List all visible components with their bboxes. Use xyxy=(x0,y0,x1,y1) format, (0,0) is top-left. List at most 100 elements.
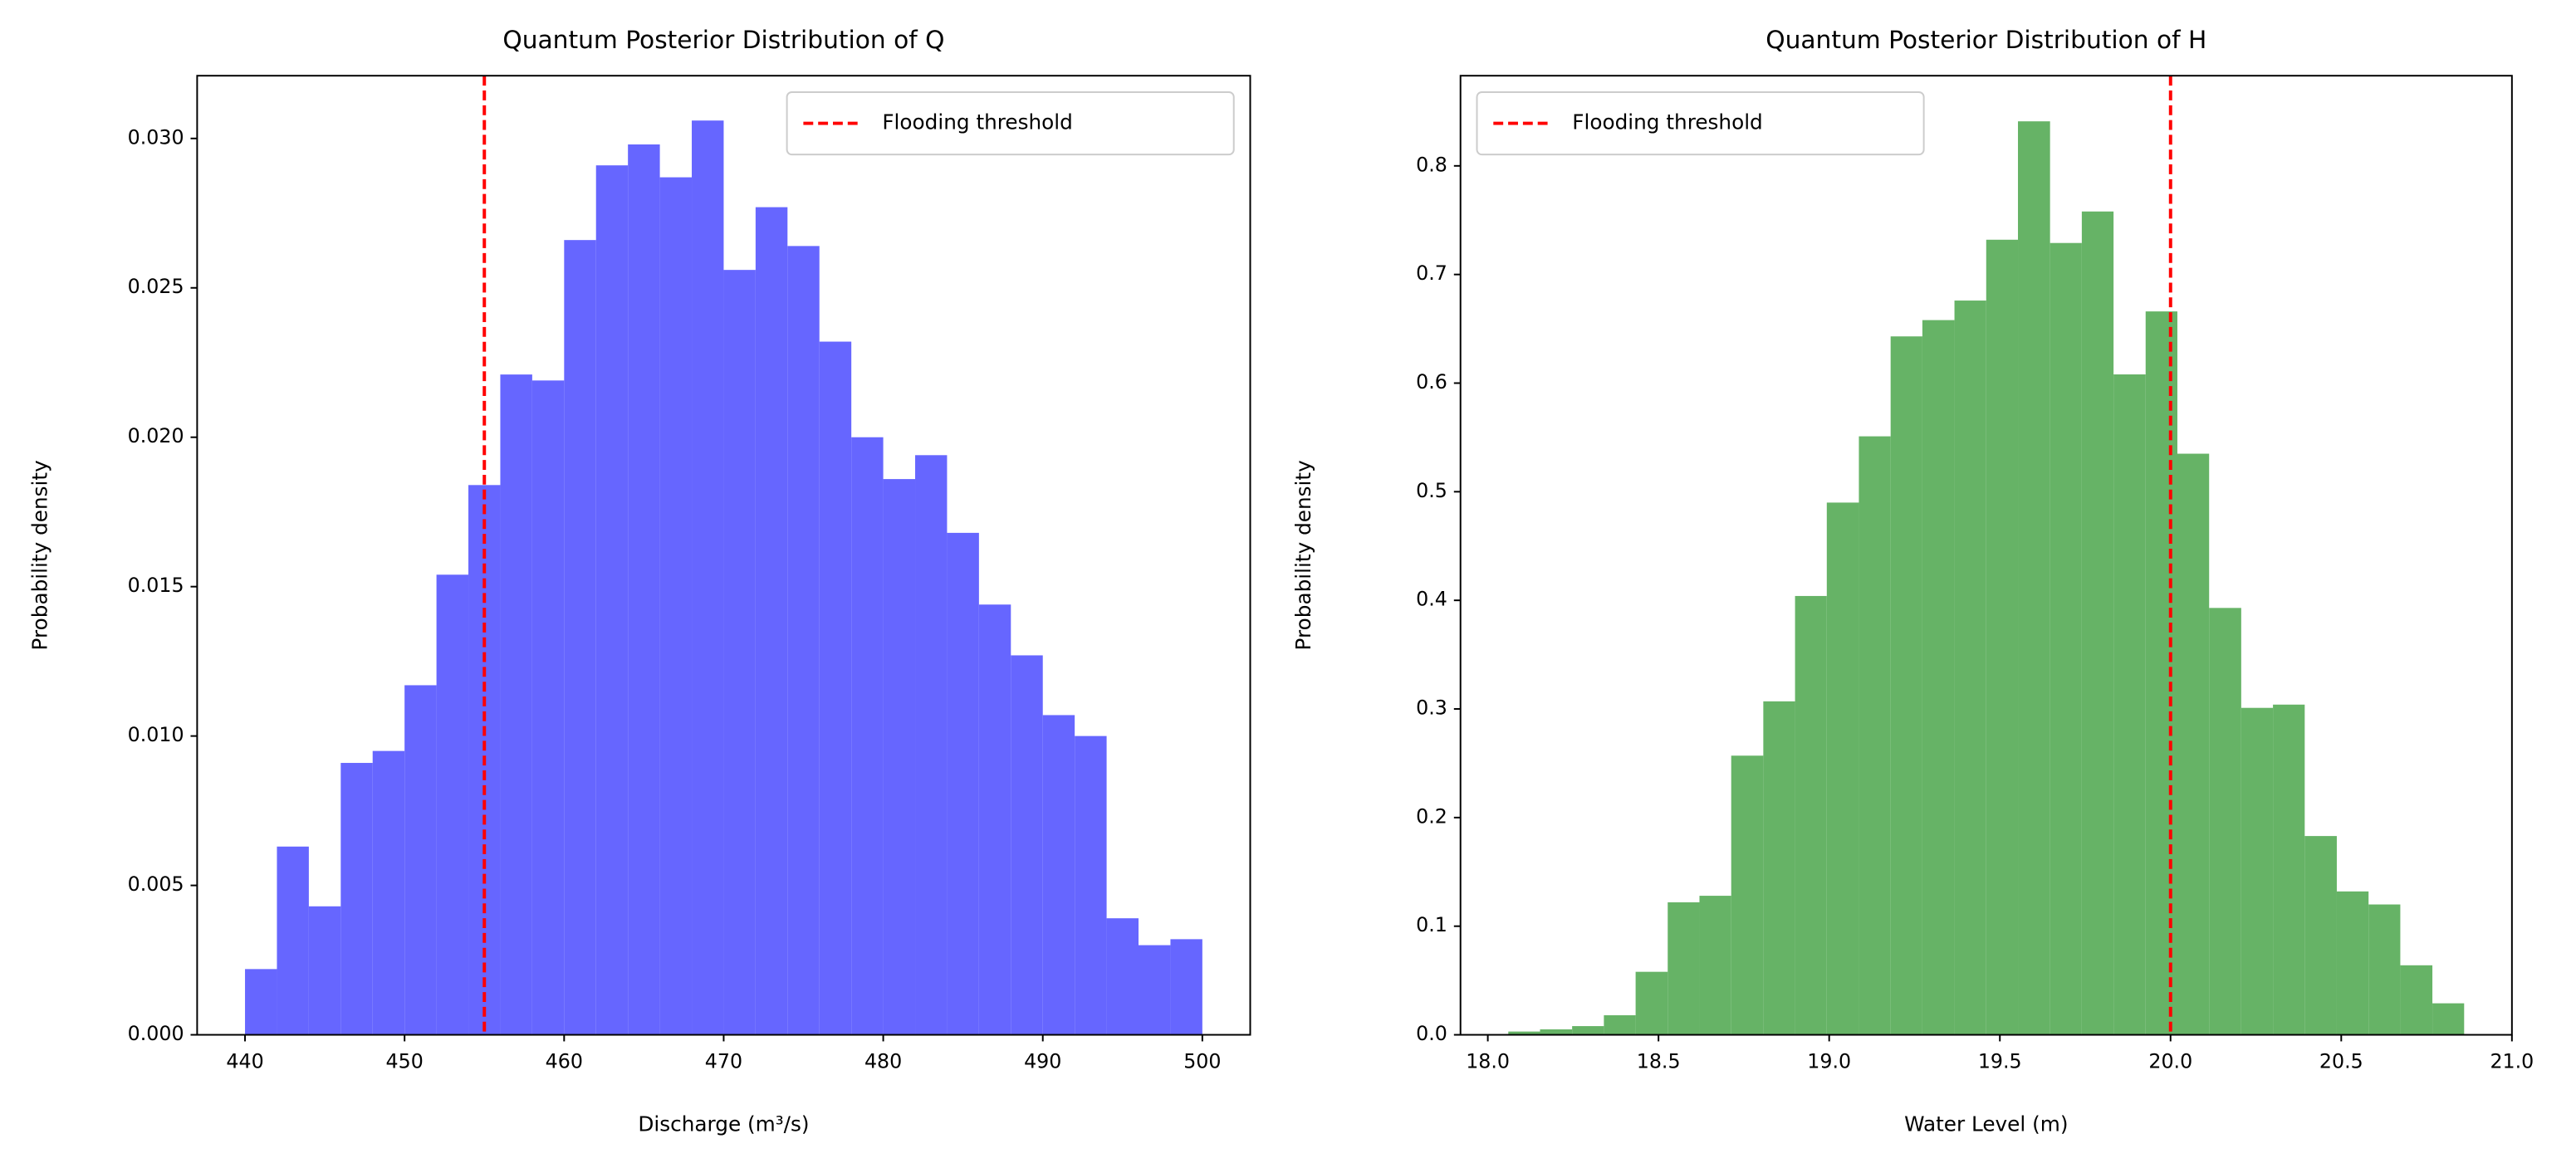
legend-label: Flooding threshold xyxy=(882,110,1073,134)
y-tick-label: 0.0 xyxy=(1416,1022,1447,1045)
bar xyxy=(340,763,373,1035)
x-axis-label: Water Level (m) xyxy=(1904,1112,2068,1136)
y-axis-label: Probability density xyxy=(1291,460,1315,650)
y-tick-label: 0.1 xyxy=(1416,913,1447,936)
bar xyxy=(2273,704,2305,1035)
bar xyxy=(2050,242,2082,1035)
bar xyxy=(723,270,756,1035)
y-tick-label: 0.4 xyxy=(1416,588,1447,611)
bar xyxy=(1170,939,1202,1035)
bar xyxy=(659,177,693,1035)
x-axis-label: Discharge (m³/s) xyxy=(638,1112,809,1136)
bar xyxy=(1572,1026,1604,1035)
bar xyxy=(692,120,724,1035)
y-tick-label: 0.000 xyxy=(128,1022,184,1045)
bar xyxy=(2113,374,2146,1035)
x-tick-label: 19.5 xyxy=(1978,1050,2022,1073)
bar xyxy=(245,969,277,1035)
bar xyxy=(1795,595,1827,1035)
x-tick-label: 18.0 xyxy=(1466,1050,1510,1073)
bar xyxy=(595,165,629,1035)
bar xyxy=(2177,453,2210,1035)
bar xyxy=(1826,502,1859,1035)
bar xyxy=(1075,735,1107,1035)
x-tick-label: 470 xyxy=(705,1050,742,1073)
bar xyxy=(564,240,596,1035)
x-tick-label: 440 xyxy=(226,1050,263,1073)
bar xyxy=(851,437,884,1035)
bar xyxy=(1106,918,1139,1035)
bar xyxy=(915,455,948,1035)
bar xyxy=(1139,945,1171,1035)
bar xyxy=(436,574,469,1035)
y-tick-label: 0.5 xyxy=(1416,479,1447,502)
bar xyxy=(1922,320,1955,1035)
bar xyxy=(500,374,532,1035)
legend-box xyxy=(786,91,1235,156)
bar xyxy=(819,341,852,1035)
y-tick-label: 0.025 xyxy=(128,275,184,298)
bar xyxy=(2432,1003,2465,1035)
bar xyxy=(1699,896,1731,1035)
y-tick-label: 0.8 xyxy=(1416,153,1447,176)
bar xyxy=(1986,239,2019,1035)
bar xyxy=(1859,436,1891,1035)
bar xyxy=(1668,902,1700,1035)
bar xyxy=(883,479,916,1035)
bar xyxy=(755,207,788,1035)
bar xyxy=(2400,965,2433,1035)
x-tick-label: 490 xyxy=(1024,1050,1061,1073)
bar xyxy=(1011,655,1043,1035)
bar xyxy=(978,604,1011,1035)
bar xyxy=(2241,707,2274,1035)
y-tick-label: 0.015 xyxy=(128,574,184,597)
bar xyxy=(628,144,660,1035)
bar xyxy=(372,750,405,1035)
x-tick-label: 450 xyxy=(386,1050,424,1073)
x-tick-label: 20.0 xyxy=(2148,1050,2192,1073)
legend-box xyxy=(1476,91,1925,156)
bar xyxy=(1954,301,1986,1035)
x-tick-label: 21.0 xyxy=(2490,1050,2534,1073)
bar xyxy=(2018,121,2050,1035)
bar xyxy=(1508,1031,1540,1035)
x-tick-label: 460 xyxy=(546,1050,583,1073)
x-tick-label: 480 xyxy=(864,1050,902,1073)
bar xyxy=(2209,608,2241,1035)
y-tick-label: 0.7 xyxy=(1416,261,1447,285)
legend-label: Flooding threshold xyxy=(1572,110,1763,134)
y-tick-label: 0.010 xyxy=(128,723,184,746)
bar xyxy=(947,532,979,1035)
bar xyxy=(1604,1014,1636,1035)
bar xyxy=(1731,755,1764,1035)
x-tick-label: 18.5 xyxy=(1637,1050,1681,1073)
bar xyxy=(277,846,309,1035)
bar xyxy=(2081,211,2114,1035)
bar xyxy=(308,906,341,1035)
y-axis-label: Probability density xyxy=(27,460,51,650)
chart-title: Quantum Posterior Distribution of H xyxy=(1765,25,2206,54)
axes-frame xyxy=(1459,75,2513,1036)
chart-title: Quantum Posterior Distribution of Q xyxy=(502,25,944,54)
y-tick-label: 0.005 xyxy=(128,872,184,896)
bar xyxy=(1540,1029,1573,1035)
bar xyxy=(2336,891,2369,1035)
y-tick-label: 0.2 xyxy=(1416,804,1447,828)
y-tick-label: 0.3 xyxy=(1416,696,1447,720)
y-tick-label: 0.030 xyxy=(128,125,184,149)
bar xyxy=(1635,971,1668,1035)
bar xyxy=(531,380,565,1035)
x-tick-label: 19.0 xyxy=(1807,1050,1851,1073)
x-tick-label: 20.5 xyxy=(2319,1050,2363,1073)
y-tick-label: 0.020 xyxy=(128,424,184,447)
bar xyxy=(2304,836,2337,1035)
bar xyxy=(1890,336,1922,1035)
y-tick-label: 0.6 xyxy=(1416,370,1447,393)
bar xyxy=(1042,715,1075,1035)
bar xyxy=(787,246,820,1035)
bar xyxy=(2368,904,2401,1035)
bar xyxy=(1763,701,1795,1035)
bar xyxy=(2145,311,2177,1035)
